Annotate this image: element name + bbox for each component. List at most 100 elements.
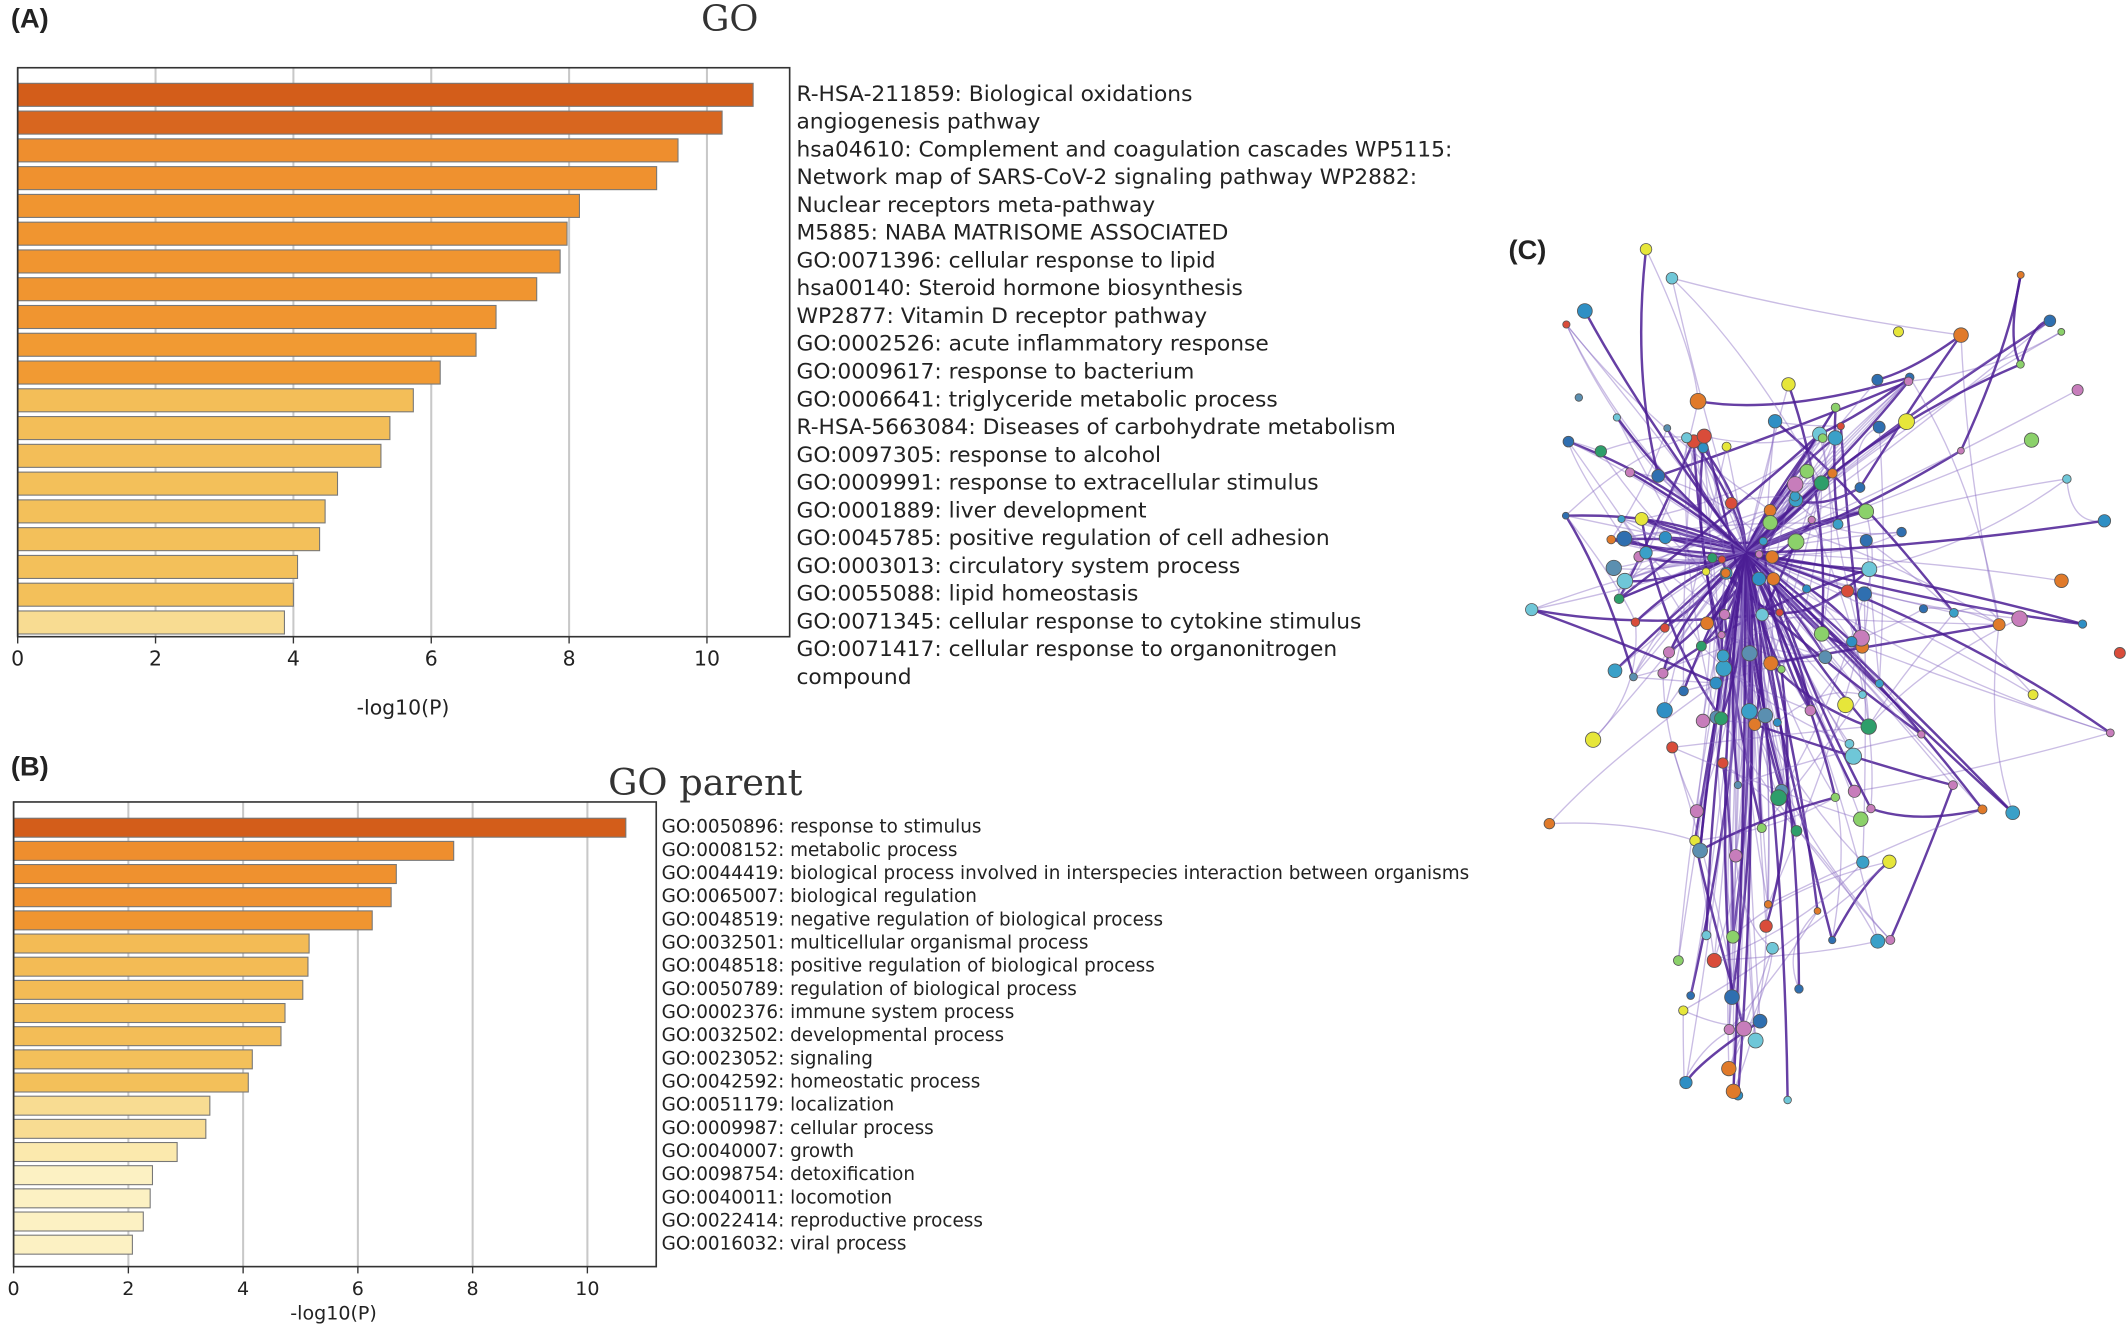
category-label: GO:0008152: metabolic process — [662, 840, 958, 861]
network-node — [1577, 303, 1593, 319]
network-edge — [1818, 433, 1833, 635]
network-node — [2071, 384, 2084, 397]
network-node — [2077, 619, 2088, 629]
network-edge — [1665, 536, 1746, 554]
category-label: hsa04610: Complement and coagulation cas… — [796, 137, 1452, 162]
network-edge — [1758, 715, 1767, 829]
network-edge — [1564, 515, 1635, 678]
category-label: GO:0048519: negative regulation of biolo… — [662, 909, 1163, 930]
network-edge — [1745, 439, 2032, 554]
network-edge — [1877, 334, 1962, 382]
category-label: GO:0040007: growth — [662, 1141, 854, 1162]
network-node — [2097, 514, 2112, 528]
network-edge — [1772, 578, 1873, 810]
bar — [17, 527, 321, 552]
network-edge — [1732, 711, 1751, 937]
bar — [13, 1165, 154, 1186]
bar — [13, 1211, 144, 1232]
network-node — [1874, 679, 1884, 688]
network-node — [2016, 360, 2025, 369]
network-node — [1679, 1075, 1693, 1090]
network-edge — [1737, 733, 1922, 786]
network-node — [1748, 717, 1762, 731]
bar — [17, 138, 679, 163]
network-edge — [1567, 441, 1625, 540]
network-node — [1885, 934, 1896, 945]
network-edge — [1639, 249, 1660, 477]
bar — [13, 956, 309, 977]
network-edge — [1744, 384, 1790, 553]
network-edge — [1672, 725, 1869, 749]
network-node — [1861, 561, 1878, 578]
network-edge — [1632, 552, 1746, 678]
network-edge — [1960, 335, 2000, 625]
network-edge — [1767, 637, 1862, 905]
network-edge — [1742, 552, 1780, 798]
network-node — [1953, 327, 1969, 343]
network-edge — [1725, 572, 1923, 736]
x-tick-label: 8 — [563, 647, 576, 671]
network-edge — [1725, 572, 1798, 831]
network-edge — [1732, 552, 1747, 1092]
network-edge — [1684, 437, 1718, 718]
network-edge — [1993, 624, 2014, 813]
bar — [17, 471, 339, 496]
bar — [13, 864, 397, 885]
network-edge — [1614, 551, 1747, 672]
network-edge — [1959, 274, 2022, 452]
bar — [17, 82, 754, 107]
panel-label: (A) — [11, 3, 49, 34]
network-node — [1781, 377, 1796, 392]
bar — [13, 1118, 207, 1139]
network-node — [1763, 504, 1777, 517]
network-edge — [2019, 319, 2051, 365]
network-edge — [1737, 578, 1760, 786]
network-edge — [1731, 552, 1747, 786]
network-edge — [1908, 331, 2062, 383]
network-edge — [1745, 552, 2111, 734]
network-node — [1725, 496, 1738, 510]
category-label: GO:0006641: triglyceride metabolic proce… — [796, 387, 1277, 412]
network-node — [1741, 645, 1758, 662]
bar — [13, 979, 304, 1000]
network-node — [1765, 550, 1779, 564]
network-edge — [1661, 551, 1747, 674]
network-edge — [1878, 427, 1884, 684]
network-edge — [1744, 376, 1911, 554]
network-node — [1695, 713, 1711, 728]
x-tick-label: 2 — [149, 647, 162, 671]
network-edge — [1745, 523, 1839, 554]
network-edge — [1744, 320, 2051, 554]
x-tick-label: 8 — [467, 1278, 479, 1300]
network-node — [1606, 534, 1616, 545]
network-edge — [1795, 478, 2067, 543]
network-node — [1717, 630, 1726, 639]
network-edge — [1567, 441, 1647, 554]
network-edge — [1779, 568, 1871, 615]
network-node — [1692, 842, 1708, 859]
network-node — [1639, 243, 1653, 256]
network-node — [1767, 414, 1783, 429]
network-node — [1827, 430, 1844, 446]
network-edge — [1745, 552, 1922, 735]
chart-title: GO — [701, 0, 758, 40]
network-node — [1574, 393, 1583, 402]
network-edge — [1732, 552, 1748, 1092]
category-label: GO:0055088: lipid homeostasis — [796, 582, 1138, 607]
network-node — [1689, 392, 1707, 410]
network-node — [1772, 718, 1782, 727]
network-node — [1594, 445, 1607, 458]
network-edge — [1735, 552, 1750, 856]
category-label: GO:0071417: cellular response to organon… — [796, 637, 1337, 662]
network-node — [1830, 792, 1840, 803]
network-edge — [1645, 248, 1699, 402]
bar — [17, 610, 285, 635]
network-edge — [1868, 612, 1955, 727]
network-edge — [1531, 608, 1717, 685]
network-node — [1789, 490, 1801, 502]
network-node — [1762, 515, 1778, 531]
network-node — [1717, 757, 1729, 769]
network-node — [2062, 474, 2072, 484]
network-node — [1787, 476, 1804, 493]
